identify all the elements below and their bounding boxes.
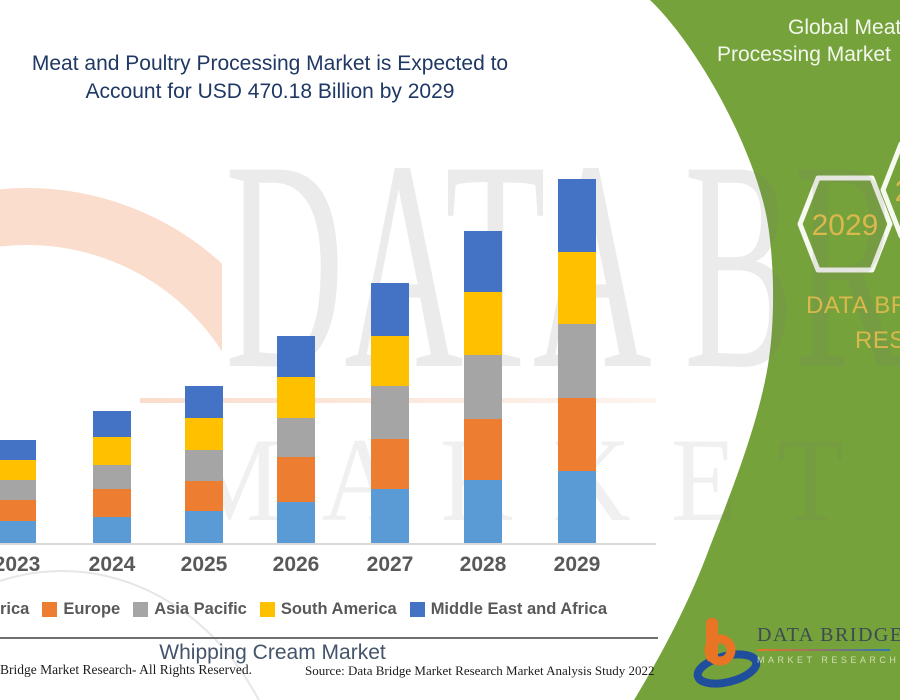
bar-segment-north-america	[464, 480, 502, 543]
bar-segment-north-america	[277, 502, 315, 543]
bar-segment-middle-east-and-africa	[558, 179, 596, 252]
hexagon-year-label: 2029	[811, 209, 879, 242]
bar-segment-middle-east-and-africa	[0, 440, 36, 461]
bar-segment-europe	[464, 419, 502, 481]
legend-label: rica	[0, 599, 30, 618]
x-axis-label-2028: 2028	[459, 553, 507, 576]
banner-brand-line2: RESEARCH	[855, 327, 900, 354]
x-axis-label-2025: 2025	[180, 553, 228, 576]
legend-swatch-icon	[42, 601, 58, 617]
bar-segment-south-america	[185, 418, 223, 451]
legend-swatch-icon	[133, 601, 149, 617]
hexagon-2029-icon	[797, 175, 893, 273]
bar-segment-north-america	[371, 488, 409, 543]
watermark-ring-clip	[0, 183, 222, 405]
bar-segment-europe	[185, 481, 223, 512]
bar-segment-europe	[93, 488, 131, 517]
legend-label: Europe	[63, 599, 121, 618]
bar-segment-asia-pacific	[93, 464, 131, 489]
bar-2023	[0, 440, 36, 543]
legend-item-middle-east-and-africa: Middle East and Africa	[409, 599, 608, 619]
logo-subtitle: MARKET RESEARCH	[757, 655, 900, 665]
bar-2028	[464, 230, 502, 543]
bar-2024	[93, 410, 131, 543]
x-axis-label-2023: 2023	[0, 553, 41, 576]
page-title-line2: Account for USD 470.18 Billion by 2029	[85, 79, 455, 103]
legend-item-rica: rica	[0, 600, 29, 619]
bar-segment-north-america	[0, 521, 36, 543]
bar-segment-asia-pacific	[185, 450, 223, 482]
x-axis-label-2029: 2029	[553, 553, 601, 576]
footer-divider	[0, 637, 658, 639]
bar-segment-europe	[558, 398, 596, 471]
page-title: Meat and Poultry Processing Market is Ex…	[0, 50, 540, 105]
bar-segment-europe	[277, 457, 315, 502]
bar-segment-north-america	[93, 516, 131, 543]
bar-segment-middle-east-and-africa	[277, 336, 315, 378]
bar-2029	[558, 179, 596, 543]
chart-legend: rica Europe Asia Pacific South America Middl…	[0, 599, 607, 619]
bar-2025	[185, 386, 223, 543]
legend-swatch-icon	[259, 601, 275, 617]
data-bridge-logo-icon	[693, 618, 761, 688]
bar-segment-asia-pacific	[464, 354, 502, 420]
legend-label: South America	[280, 599, 397, 618]
legend-swatch-icon	[409, 601, 425, 617]
logo-name: DATA BRIDGE	[757, 624, 900, 646]
bar-segment-south-america	[0, 460, 36, 481]
x-axis-label-2026: 2026	[272, 553, 320, 576]
banner-heading-line1: Global Meat	[788, 16, 900, 39]
legend-label: Middle East and Africa	[430, 599, 608, 618]
x-axis-label-2027: 2027	[366, 553, 414, 576]
legend-item-south-america: South America	[259, 599, 397, 619]
source-text: Source: Data Bridge Market Research Mark…	[305, 663, 655, 678]
bar-segment-asia-pacific	[277, 418, 315, 458]
bar-segment-europe	[0, 500, 36, 522]
banner-heading-line2: Processing Market	[717, 43, 891, 66]
bar-segment-asia-pacific	[558, 323, 596, 399]
bar-segment-asia-pacific	[0, 480, 36, 501]
bar-segment-south-america	[371, 335, 409, 386]
bar-segment-north-america	[185, 511, 223, 543]
bar-2026	[277, 336, 315, 543]
x-axis-line	[0, 543, 656, 545]
bar-segment-middle-east-and-africa	[464, 230, 502, 293]
bar-segment-middle-east-and-africa	[371, 282, 409, 336]
banner-brand-line1: DATA BRIDGE	[806, 292, 900, 319]
bar-2027	[371, 282, 409, 543]
hexagon2-year-label: 2029	[883, 175, 900, 209]
bar-segment-europe	[371, 438, 409, 489]
bar-segment-south-america	[93, 436, 131, 465]
bar-segment-north-america	[558, 471, 596, 543]
bar-segment-middle-east-and-africa	[93, 410, 131, 437]
campaign-link[interactable]: Whipping Cream Market	[159, 641, 386, 664]
bar-segment-asia-pacific	[371, 385, 409, 439]
green-band-path	[634, 0, 900, 700]
bar-segment-south-america	[558, 251, 596, 324]
legend-item-asia-pacific: Asia Pacific	[133, 600, 247, 619]
legend-label: Asia Pacific	[154, 599, 247, 618]
x-axis-label-2024: 2024	[88, 553, 136, 576]
logo-divider	[757, 649, 890, 651]
bar-segment-south-america	[277, 377, 315, 419]
copyright-text: Bridge Market Research- All Rights Reser…	[0, 662, 252, 677]
legend-item-europe: Europe	[42, 600, 120, 619]
page-title-line1: Meat and Poultry Processing Market is Ex…	[31, 52, 509, 75]
bar-segment-south-america	[464, 292, 502, 355]
bar-segment-middle-east-and-africa	[185, 386, 223, 419]
